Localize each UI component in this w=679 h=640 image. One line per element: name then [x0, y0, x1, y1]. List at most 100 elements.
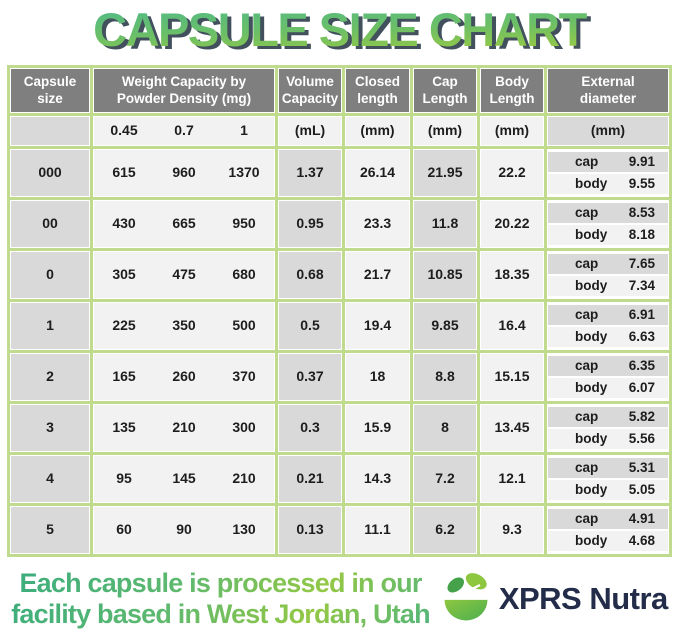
capsule-size-cell: 3: [10, 404, 90, 452]
ext-body-label: body: [575, 277, 608, 293]
body-length-cell: 15.15: [480, 353, 544, 401]
closed-length-cell: 26.14: [345, 149, 410, 197]
capsule-size-cell: 5: [10, 506, 90, 554]
ext-cap-label: cap: [575, 153, 599, 169]
volume-capacity-cell: 0.13: [278, 506, 342, 554]
weight-density-07-value: 260: [172, 368, 196, 385]
volume-capacity-cell: 0.21: [278, 455, 342, 503]
external-diameter-body-row: body 6.63: [548, 327, 668, 347]
header-cap-length: Cap Length: [413, 68, 477, 113]
footer-note: Each capsule is processed in our facilit…: [11, 568, 430, 629]
weight-density-1-value: 370: [232, 368, 256, 385]
weight-density-1-value: 300: [232, 419, 256, 436]
weight-capacity-cell: 615 960 1370: [93, 149, 275, 197]
body-length-cell: 20.22: [480, 200, 544, 248]
capsule-size-cell: 4: [10, 455, 90, 503]
density-1: 1: [240, 122, 248, 139]
external-diameter-cell: cap 5.82 body 5.56: [547, 404, 669, 452]
volume-capacity-cell: 0.37: [278, 353, 342, 401]
cap-length-cell: 8: [413, 404, 477, 452]
weight-capacity-cell: 430 665 950: [93, 200, 275, 248]
header-closed-length: Closed length: [345, 68, 410, 113]
body-length-cell: 12.1: [480, 455, 544, 503]
right-leaf-icon: [465, 572, 487, 589]
external-diameter-body-row: body 5.56: [548, 429, 668, 449]
weight-density-1-value: 210: [232, 470, 256, 487]
volume-capacity-cell: 0.3: [278, 404, 342, 452]
subheader-densities: 0.45 0.7 1: [93, 116, 275, 146]
ext-body-value: 6.63: [628, 328, 655, 344]
header-capsule-size: Capsule size: [10, 68, 90, 113]
ext-body-label: body: [575, 328, 608, 344]
ext-body-label: body: [575, 481, 608, 497]
ext-cap-label: cap: [575, 204, 599, 220]
weight-density-045-value: 430: [112, 215, 136, 232]
leaf-bowl-icon: [444, 572, 488, 620]
weight-density-1-value: 500: [232, 317, 256, 334]
weight-density-07-value: 665: [172, 215, 196, 232]
ext-cap-value: 9.91: [628, 153, 655, 169]
ext-body-value: 5.05: [628, 481, 655, 497]
external-diameter-cap-row: cap 7.65: [548, 254, 668, 274]
ext-cap-value: 4.91: [628, 510, 655, 526]
external-diameter-body-row: body 5.05: [548, 480, 668, 500]
closed-length-cell: 23.3: [345, 200, 410, 248]
cap-length-cell: 8.8: [413, 353, 477, 401]
external-diameter-body-row: body 9.55: [548, 174, 668, 194]
header-volume-capacity: Volume Capacity: [278, 68, 342, 113]
external-diameter-body-row: body 7.34: [548, 276, 668, 296]
ext-body-value: 6.07: [628, 379, 655, 395]
external-diameter-cell: cap 7.65 body 7.34: [547, 251, 669, 299]
weight-density-1-value: 130: [232, 521, 256, 538]
closed-length-cell: 11.1: [345, 506, 410, 554]
brand-logo: XPRS Nutra: [438, 571, 668, 627]
weight-density-045-value: 60: [116, 521, 132, 538]
weight-capacity-cell: 165 260 370: [93, 353, 275, 401]
weight-density-07-value: 350: [172, 317, 196, 334]
external-diameter-cell: cap 5.31 body 5.05: [547, 455, 669, 503]
ext-body-label: body: [575, 226, 608, 242]
weight-density-045-value: 225: [112, 317, 136, 334]
external-diameter-body-row: body 4.68: [548, 531, 668, 551]
weight-capacity-cell: 135 210 300: [93, 404, 275, 452]
weight-density-07-value: 475: [172, 266, 196, 283]
external-diameter-cell: cap 6.91 body 6.63: [547, 302, 669, 350]
subheader-cap-unit: (mm): [413, 116, 477, 146]
bowl-icon: [444, 599, 488, 620]
external-diameter-cap-row: cap 5.31: [548, 458, 668, 478]
ext-cap-value: 5.31: [628, 459, 655, 475]
density-07: 0.7: [174, 122, 194, 139]
ext-cap-label: cap: [575, 510, 599, 526]
external-diameter-cell: cap 4.91 body 4.68: [547, 506, 669, 554]
external-diameter-cap-row: cap 6.91: [548, 305, 668, 325]
ext-body-value: 9.55: [628, 175, 655, 191]
ext-cap-value: 7.65: [628, 255, 655, 271]
ext-body-value: 4.68: [628, 532, 655, 548]
external-diameter-cell: cap 6.35 body 6.07: [547, 353, 669, 401]
capsule-size-cell: 0: [10, 251, 90, 299]
ext-cap-label: cap: [575, 306, 599, 322]
subheader-body-unit: (mm): [480, 116, 544, 146]
capsule-size-cell: 2: [10, 353, 90, 401]
weight-density-045-value: 615: [112, 164, 136, 181]
cap-length-cell: 7.2: [413, 455, 477, 503]
subheader-closed-unit: (mm): [345, 116, 410, 146]
body-length-cell: 18.35: [480, 251, 544, 299]
ext-body-label: body: [575, 532, 608, 548]
external-diameter-cell: cap 9.91 body 9.55: [547, 149, 669, 197]
ext-body-value: 5.56: [628, 430, 655, 446]
weight-density-07-value: 960: [172, 164, 196, 181]
external-diameter-cap-row: cap 5.82: [548, 407, 668, 427]
external-diameter-cap-row: cap 8.53: [548, 203, 668, 223]
footer-note-line1: Each capsule is processed in our: [19, 568, 422, 598]
external-diameter-body-row: body 8.18: [548, 225, 668, 245]
weight-capacity-cell: 225 350 500: [93, 302, 275, 350]
weight-density-1-value: 680: [232, 266, 256, 283]
cap-length-cell: 9.85: [413, 302, 477, 350]
weight-density-1-value: 1370: [228, 164, 260, 181]
stem-icon: [455, 583, 481, 601]
header-body-length: Body Length: [480, 68, 544, 113]
ext-cap-value: 6.91: [628, 306, 655, 322]
weight-density-1-value: 950: [232, 215, 256, 232]
weight-capacity-cell: 60 90 130: [93, 506, 275, 554]
